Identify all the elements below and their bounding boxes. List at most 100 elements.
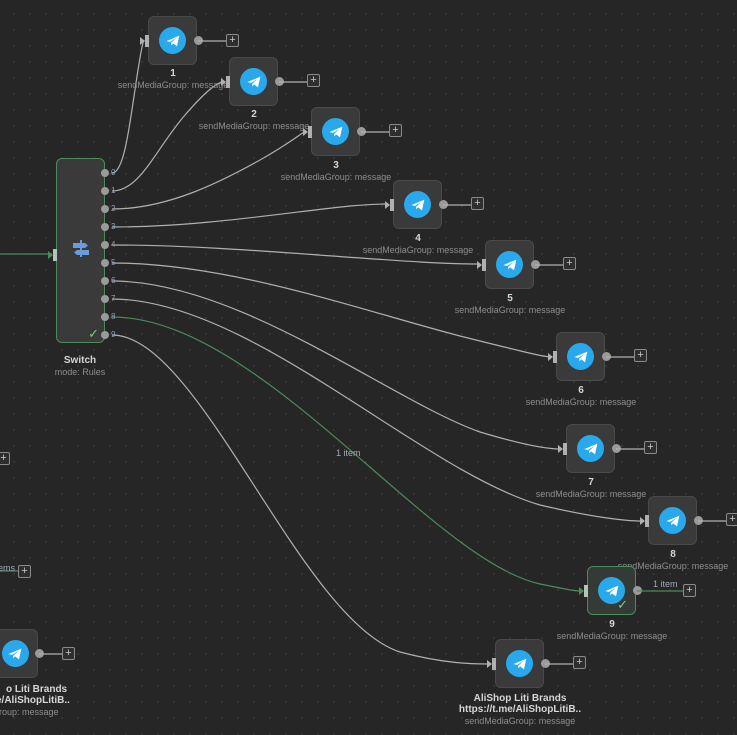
switch-output-label-5: 5 [111, 258, 116, 267]
node-9-status-check-icon: ✓ [617, 597, 628, 612]
telegram-icon [322, 118, 349, 145]
switch-output-port-9[interactable] [101, 331, 109, 339]
node-clipped-left-add-button[interactable]: + [62, 647, 75, 660]
node-1-input-port[interactable] [140, 34, 149, 47]
node-telegram-2[interactable] [229, 57, 278, 106]
offscreen-top-left-add-button[interactable]: + [0, 452, 10, 465]
node-5-out-line [535, 264, 563, 266]
switch-output-label-6: 6 [111, 276, 116, 285]
node-telegram-7[interactable] [566, 424, 615, 473]
node-7-title: 7 [588, 477, 594, 488]
switch-output-port-5[interactable] [101, 259, 109, 267]
node-4-add-button[interactable]: + [471, 197, 484, 210]
switch-output-port-4[interactable] [101, 241, 109, 249]
node-telegram-9[interactable]: ✓ [587, 566, 636, 615]
node-clipped-left-title-line1: o Liti Brands [6, 684, 68, 695]
node-1-subtitle: sendMediaGroup: message [117, 80, 229, 90]
node-6-subtitle: sendMediaGroup: message [525, 397, 637, 407]
node-telegram-3[interactable] [311, 107, 360, 156]
edge-0-to-1 [111, 39, 145, 174]
node-1-out-line [198, 40, 228, 42]
node-alishop-add-button[interactable]: + [573, 656, 586, 669]
node-6-title: 6 [578, 385, 584, 396]
node-telegram-1[interactable] [148, 16, 197, 65]
node-alishop-input-port[interactable] [487, 657, 496, 670]
switch-output-label-8: 8 [111, 312, 116, 321]
switch-output-port-2[interactable] [101, 205, 109, 213]
telegram-icon [598, 577, 625, 604]
edge-3-to-4 [111, 203, 388, 228]
node-1-add-button[interactable]: + [226, 34, 239, 47]
node-6-out-line [606, 356, 634, 358]
node-5-title: 5 [507, 293, 513, 304]
switch-output-port-8[interactable] [101, 313, 109, 321]
edge-9-to-alishop [111, 334, 489, 665]
node-2-out-line [279, 81, 309, 83]
switch-output-label-9: 9 [111, 330, 116, 339]
switch-output-label-4: 4 [111, 240, 116, 249]
switch-output-label-1: 1 [111, 186, 116, 195]
node-8-out-line [698, 520, 726, 522]
node-3-subtitle: sendMediaGroup: message [280, 172, 392, 182]
node-7-input-port[interactable] [558, 442, 567, 455]
node-8-add-button[interactable]: + [726, 513, 737, 526]
node-telegram-5[interactable] [485, 240, 534, 289]
switch-input-port[interactable] [48, 248, 57, 261]
switch-output-port-7[interactable] [101, 295, 109, 303]
switch-output-label-7: 7 [111, 294, 116, 303]
node-3-add-button[interactable]: + [389, 124, 402, 137]
switch-status-check-icon: ✓ [88, 326, 99, 341]
node-4-input-port[interactable] [385, 198, 394, 211]
switch-subtitle: mode: Rules [54, 367, 106, 377]
node-6-add-button[interactable]: + [634, 349, 647, 362]
node-9-title: 9 [609, 619, 615, 630]
node-2-input-port[interactable] [221, 75, 230, 88]
node-telegram-4[interactable] [393, 180, 442, 229]
telegram-icon [567, 343, 594, 370]
telegram-icon [240, 68, 267, 95]
node-telegram-8[interactable] [648, 496, 697, 545]
node-9-out-line [637, 590, 683, 592]
node-clipped-left-out-line [39, 653, 62, 655]
node-alishop-out-line [545, 663, 573, 665]
node-3-title: 3 [333, 160, 339, 171]
node-5-add-button[interactable]: + [563, 257, 576, 270]
telegram-icon [506, 650, 533, 677]
switch-output-port-6[interactable] [101, 277, 109, 285]
offscreen-mid-left-add-button[interactable]: + [18, 565, 31, 578]
telegram-icon [577, 435, 604, 462]
node-1-title: 1 [170, 68, 176, 79]
node-4-title: 4 [415, 233, 421, 244]
switch-output-port-1[interactable] [101, 187, 109, 195]
edge-switch-9-item-label: 1 item [336, 448, 361, 458]
node-3-input-port[interactable] [303, 125, 312, 138]
node-9-input-port[interactable] [579, 584, 588, 597]
node-9-add-button[interactable]: + [683, 584, 696, 597]
node-telegram-6[interactable] [556, 332, 605, 381]
signpost-icon [69, 236, 93, 265]
node-2-subtitle: sendMediaGroup: message [198, 121, 310, 131]
node-9-output-item-label: 1 item [653, 579, 678, 589]
node-6-input-port[interactable] [548, 350, 557, 363]
telegram-icon [159, 27, 186, 54]
node-2-add-button[interactable]: + [307, 74, 320, 87]
node-alishop-title-line2: https://t.me/AliShopLitiB.. [458, 704, 582, 715]
node-clipped-left-subtitle: Group: message [0, 707, 59, 717]
node-alishop-subtitle: sendMediaGroup: message [464, 716, 576, 726]
node-7-subtitle: sendMediaGroup: message [535, 489, 647, 499]
node-8-input-port[interactable] [640, 514, 649, 527]
node-7-add-button[interactable]: + [644, 441, 657, 454]
node-5-subtitle: sendMediaGroup: message [454, 305, 566, 315]
node-5-input-port[interactable] [477, 258, 486, 271]
node-switch[interactable]: ✓ [56, 158, 105, 343]
node-2-title: 2 [251, 109, 257, 120]
node-8-subtitle: sendMediaGroup: message [617, 561, 729, 571]
edge-left-clipped-items-label: ems [0, 563, 16, 573]
node-clipped-left-telegram[interactable] [0, 629, 38, 678]
node-alishop-liti-brands[interactable] [495, 639, 544, 688]
node-alishop-title-line1: AliShop Liti Brands [473, 693, 567, 704]
switch-output-port-3[interactable] [101, 223, 109, 231]
switch-output-port-0[interactable] [101, 169, 109, 177]
